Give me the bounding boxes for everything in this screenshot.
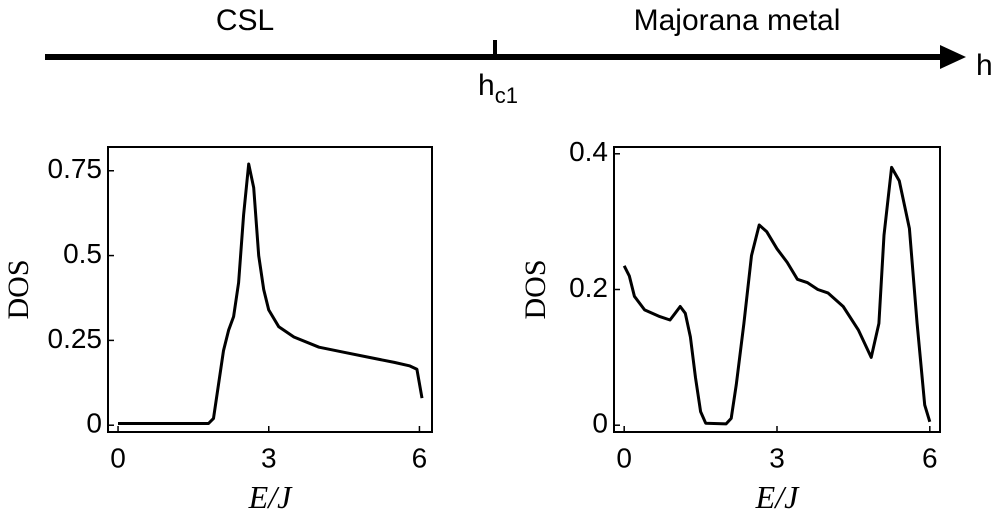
phase-label: CSL — [216, 4, 274, 37]
critical-point-label: hc1 — [478, 69, 518, 108]
y-axis-label: DOS — [519, 259, 552, 319]
arrow-head — [940, 45, 966, 69]
x-tick-label: 3 — [261, 442, 277, 473]
label-main: h — [478, 69, 495, 102]
x-tick-label: 3 — [769, 442, 785, 473]
y-tick-label: 0.5 — [63, 238, 102, 269]
phase-diagram: CSL Majorana metal h hc1 — [45, 4, 993, 108]
y-tick-label: 0.25 — [48, 323, 103, 354]
dos-line — [118, 162, 424, 425]
x-axis-label: E/J — [248, 479, 293, 515]
x-tick-label: 0 — [110, 442, 126, 473]
x-tick-label: 6 — [922, 442, 938, 473]
x-axis-label: E/J — [755, 479, 800, 515]
y-tick-label: 0 — [592, 408, 608, 439]
chart: 0 0.25 0.5 0.75 0 3 6 E/J DOS — [2, 146, 433, 515]
y-tick-label: 0.2 — [569, 272, 608, 303]
axis-label: h — [976, 49, 993, 82]
phase-label: Majorana metal — [634, 4, 841, 37]
y-axis-label: DOS — [2, 259, 35, 319]
y-tick-label: 0 — [86, 408, 102, 439]
dos-line — [622, 165, 932, 426]
label-sub: c1 — [495, 83, 518, 108]
y-tick-label: 0.4 — [569, 136, 608, 167]
chart: 0 0.2 0.4 0 3 6 E/J DOS — [519, 136, 941, 515]
y-tick-label: 0.75 — [48, 153, 103, 184]
plot-frame — [107, 146, 433, 433]
plot-frame — [613, 146, 941, 433]
x-tick-label: 6 — [412, 442, 428, 473]
x-tick-label: 0 — [616, 442, 632, 473]
